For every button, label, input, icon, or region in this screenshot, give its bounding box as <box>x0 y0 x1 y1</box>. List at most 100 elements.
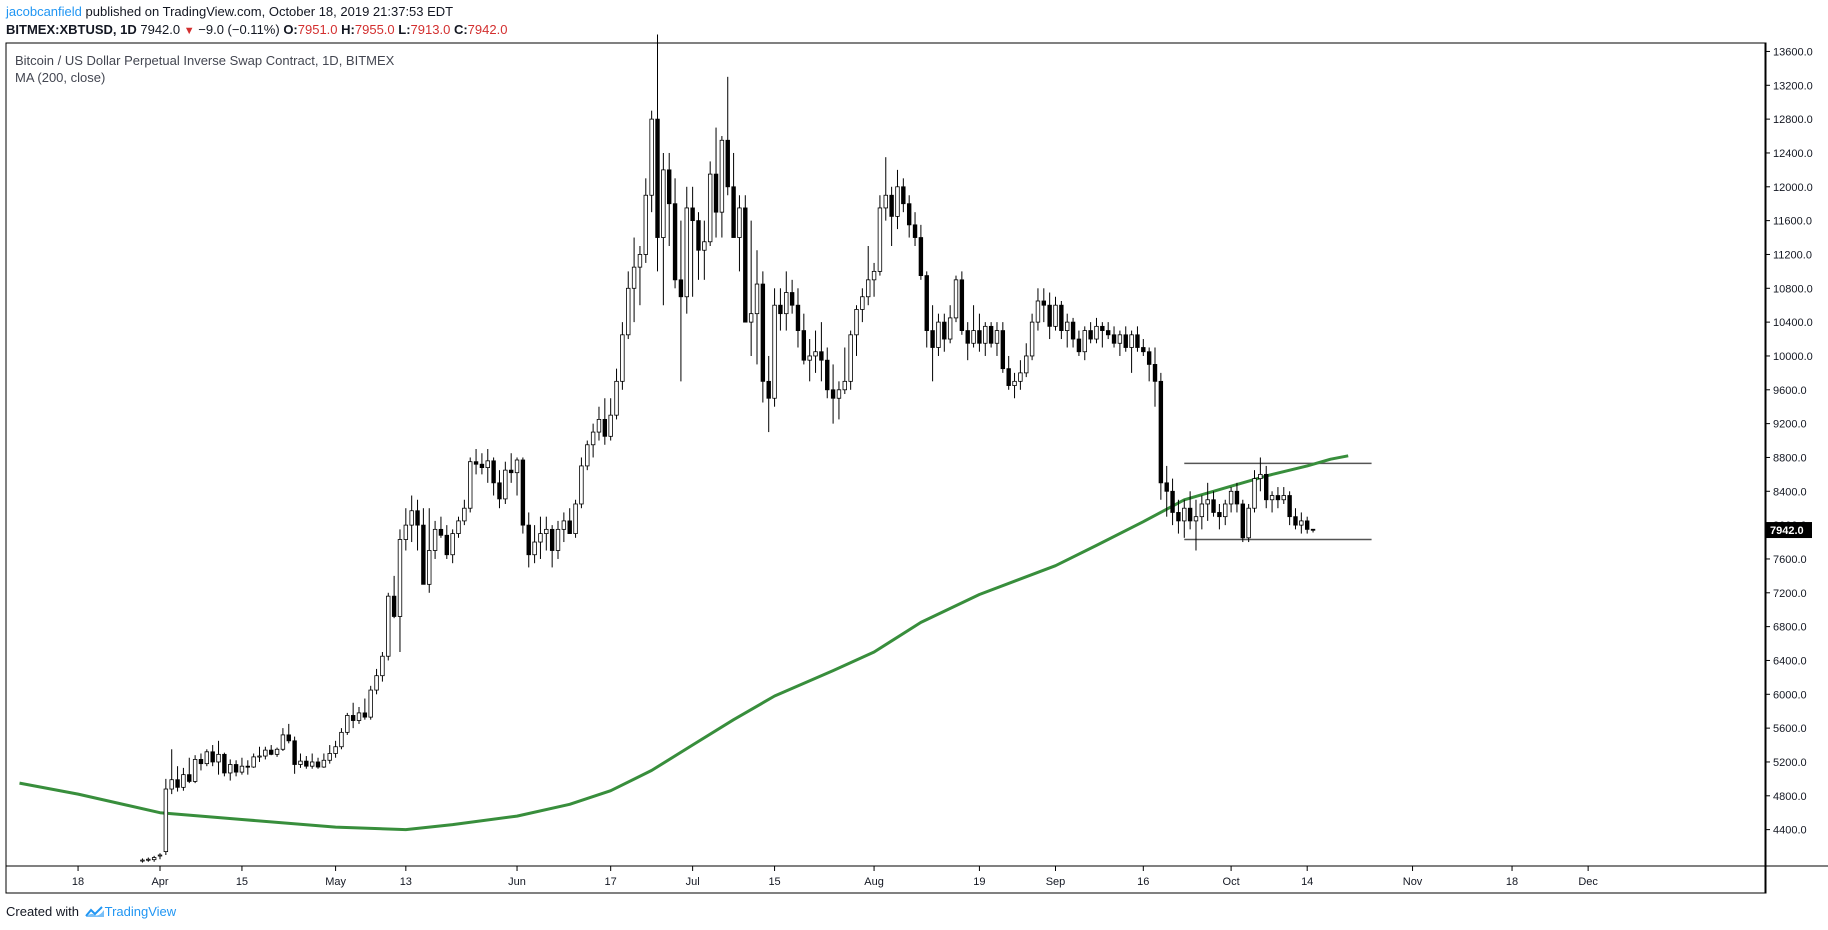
candle <box>286 723 291 744</box>
candle <box>655 34 660 272</box>
last-price-label: 7942.0 <box>1766 522 1812 539</box>
candle <box>1240 499 1246 543</box>
candle-body <box>883 194 888 209</box>
candle-body <box>497 482 502 500</box>
candle <box>602 398 608 445</box>
candle <box>1047 292 1052 340</box>
candle-body <box>585 444 590 467</box>
candle <box>1076 330 1082 356</box>
candle-body <box>895 186 900 217</box>
candle-body <box>795 304 801 331</box>
candle-body <box>901 186 906 205</box>
candle <box>1275 487 1281 509</box>
candle-body <box>877 207 883 272</box>
candle <box>263 746 268 760</box>
candle-body <box>1100 325 1105 331</box>
candle-body <box>977 330 982 344</box>
candle <box>866 246 871 306</box>
candle <box>684 186 689 314</box>
candle-body <box>1105 330 1111 336</box>
candle-body <box>579 465 584 505</box>
candle-body <box>421 524 426 585</box>
down-triangle-icon: ▼ <box>183 25 195 37</box>
candle-body <box>830 389 836 399</box>
candle-body <box>719 139 725 213</box>
candle-body <box>1217 512 1222 518</box>
last-price-badge <box>1766 522 1812 539</box>
candle <box>661 152 666 306</box>
candle-body <box>368 689 373 718</box>
candle <box>631 237 637 323</box>
candle-body <box>918 237 924 277</box>
price-tick-label: 11600.0 <box>1773 216 1812 228</box>
time-tick-label: 16 <box>1137 876 1149 888</box>
price-tick-label: 8800.0 <box>1773 452 1807 464</box>
candle-body <box>374 675 379 691</box>
price-tick-label: 4800.0 <box>1773 791 1807 803</box>
candle-body <box>1164 482 1169 492</box>
candle-body <box>538 533 543 543</box>
candle <box>397 529 403 653</box>
author-link[interactable]: jacobcanfield <box>6 4 82 19</box>
candle-body <box>678 279 684 298</box>
candle <box>1310 528 1316 533</box>
candle-body <box>661 169 666 238</box>
candle-body <box>772 304 777 399</box>
candle <box>1006 355 1011 390</box>
candle-body <box>737 207 742 238</box>
candle-body <box>1187 507 1193 522</box>
symbol-ohlc-line: BITMEX:XBTUSD, 1D 7942.0 ▼ −9.0 (−0.11%)… <box>6 22 507 37</box>
candle-body <box>825 359 830 391</box>
price-axis: 13600.0 13200.0 12800.0 12400.0 12000.0 11600… <box>1765 46 1813 837</box>
candle-body <box>784 292 789 315</box>
candle <box>1252 470 1257 513</box>
price-tick-label: 13200.0 <box>1773 80 1813 92</box>
candle <box>514 457 520 496</box>
candle-body <box>1158 380 1164 484</box>
candle <box>1281 487 1286 504</box>
candle <box>678 220 684 382</box>
time-tick-label: 15 <box>236 876 248 888</box>
time-tick-label: Dec <box>1578 876 1598 888</box>
candle <box>269 745 274 756</box>
candle <box>643 178 648 263</box>
candle-body <box>696 220 701 251</box>
candle <box>1299 512 1304 534</box>
candle <box>1258 457 1263 492</box>
candle <box>754 250 760 365</box>
candle-body <box>403 524 409 540</box>
candle <box>1123 326 1128 352</box>
candle <box>994 322 1000 356</box>
candle <box>468 457 473 513</box>
candle <box>444 525 449 559</box>
published-text: published on TradingView.com, October 18… <box>85 4 454 19</box>
high-value: 7955.0 <box>354 22 395 37</box>
candle <box>1135 326 1140 352</box>
candle <box>315 757 321 769</box>
time-tick-label: 18 <box>1506 876 1518 888</box>
candle-body <box>637 254 643 268</box>
candle <box>1024 343 1029 378</box>
candle-body <box>175 779 180 788</box>
candle <box>356 706 362 724</box>
candle <box>1164 465 1169 517</box>
candle-body <box>667 169 672 205</box>
candle-body <box>1304 520 1310 530</box>
candle <box>906 195 912 238</box>
tradingview-link[interactable]: TradingView <box>104 904 177 919</box>
candle <box>432 520 438 559</box>
candle <box>1100 322 1105 348</box>
time-tick-label: 17 <box>605 876 617 888</box>
candle <box>362 698 368 720</box>
candle-body <box>555 528 561 551</box>
candle <box>836 381 842 420</box>
candle-body <box>140 859 145 862</box>
candle <box>1041 288 1047 323</box>
candle-body <box>889 194 894 217</box>
candle <box>1234 482 1240 513</box>
candle <box>526 512 531 568</box>
price-tick-label: 10800.0 <box>1773 283 1813 295</box>
candle-body <box>1076 338 1082 353</box>
candle <box>1170 478 1175 526</box>
